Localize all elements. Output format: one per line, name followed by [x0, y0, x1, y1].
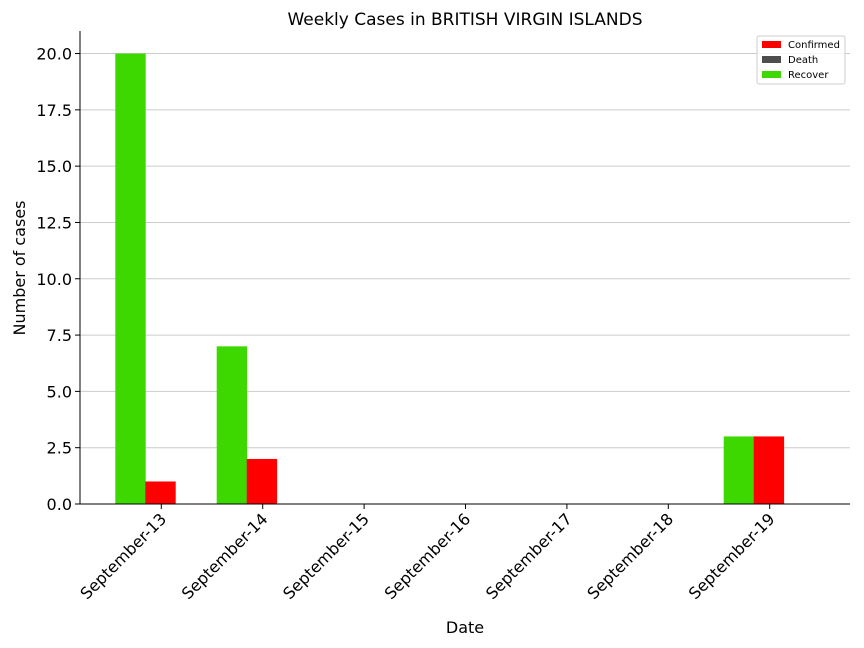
y-ticks: 0.0 2.5 5.0 7.5 10.0 12.5 15.0 17.5 20.0 — [36, 45, 80, 514]
y-tick-label: 17.5 — [36, 101, 72, 120]
y-tick-label: 7.5 — [47, 326, 72, 345]
bar-recover-september-13 — [115, 53, 146, 505]
legend-swatch-death — [762, 56, 781, 63]
x-tick-label: September-18 — [583, 509, 677, 603]
legend-swatch-recover — [762, 71, 781, 78]
y-tick-label: 2.5 — [47, 439, 72, 458]
bars — [115, 53, 785, 505]
y-tick-label: 10.0 — [36, 270, 72, 289]
bar-confirmed-september-14 — [246, 458, 278, 504]
x-tick-label: September-16 — [381, 509, 475, 603]
x-axis-label: Date — [446, 618, 484, 637]
y-tick-label: 20.0 — [36, 45, 72, 64]
axes — [79, 31, 850, 505]
legend-swatch-confirmed — [762, 41, 781, 48]
x-tick-label: September-14 — [178, 509, 272, 603]
bar-recover-september-19 — [723, 436, 755, 504]
x-tick-label: September-13 — [76, 509, 170, 603]
x-tick-label: September-15 — [279, 509, 373, 603]
x-tick-label: September-19 — [685, 509, 779, 603]
x-ticks: September-13 September-14 September-15 Sept… — [76, 504, 779, 603]
chart-title: Weekly Cases in BRITISH VIRGIN ISLANDS — [287, 10, 642, 30]
x-tick-label: September-17 — [482, 509, 576, 603]
bar-confirmed-september-13 — [145, 481, 176, 504]
legend-label-confirmed: Confirmed — [788, 40, 840, 51]
legend: Confirmed Death Recover — [756, 35, 846, 85]
grid-lines — [80, 53, 850, 505]
y-tick-label: 0.0 — [47, 495, 72, 514]
legend-label-recover: Recover — [788, 70, 829, 81]
bar-recover-september-14 — [216, 346, 248, 504]
y-tick-label: 12.5 — [36, 213, 72, 232]
legend-label-death: Death — [788, 55, 818, 66]
y-tick-label: 5.0 — [47, 382, 72, 401]
y-tick-label: 15.0 — [36, 157, 72, 176]
y-axis-label: Number of cases — [10, 201, 29, 336]
bar-confirmed-september-19 — [753, 436, 785, 504]
